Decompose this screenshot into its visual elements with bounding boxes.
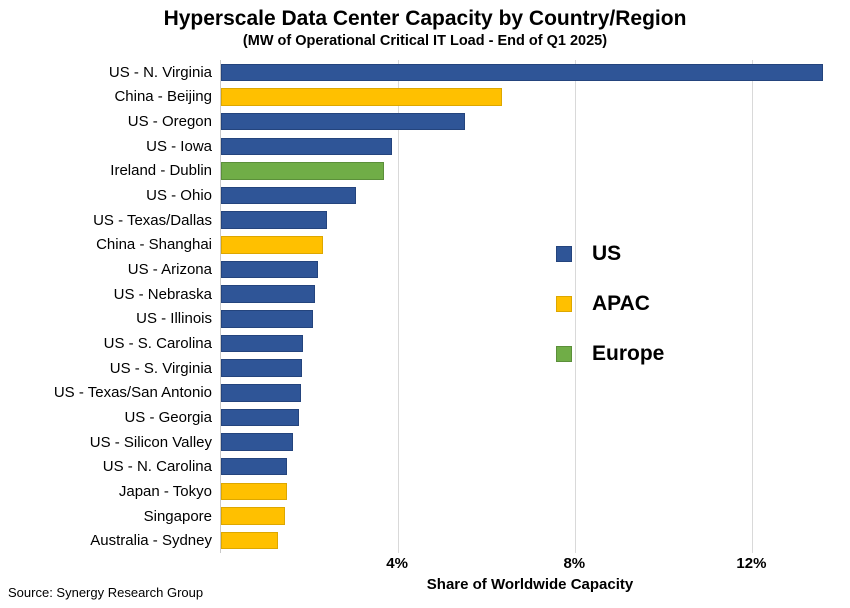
- x-tick-label-4pct: 4%: [386, 555, 408, 572]
- bar-us-oregon: [221, 112, 465, 131]
- category-label-us-illinois: US - Illinois: [136, 310, 212, 328]
- bar-us-illinois: [221, 310, 313, 328]
- legend-swatch-apac: [556, 296, 572, 312]
- category-label-us-s-virginia: US - S. Virginia: [109, 359, 212, 377]
- gridline-4pct: [398, 60, 400, 553]
- bar-japan-tokyo: [221, 482, 288, 501]
- category-label-us-iowa: US - Iowa: [146, 137, 212, 155]
- legend: US APAC Europe: [556, 240, 664, 390]
- bar-us-silicon-valley: [221, 433, 293, 451]
- bar-us-texas-dallas: [221, 211, 328, 229]
- gridline-12pct: [752, 60, 754, 553]
- category-label-us-texas-san-antonio: US - Texas/San Antonio: [53, 384, 212, 402]
- bar-us-nebraska: [221, 285, 315, 303]
- legend-label-apac: APAC: [592, 292, 650, 315]
- category-label-australia-sydney: Australia - Sydney: [90, 532, 212, 550]
- bar-singapore: [221, 507, 286, 525]
- bar-us-n-virginia: [221, 63, 824, 82]
- x-axis-tick-labels: 4% 8% 12%: [220, 555, 840, 573]
- category-label-us-silicon-valley: US - Silicon Valley: [89, 433, 212, 451]
- y-axis-category-labels: US - N. Virginia China - Beijing US - Oreg…: [0, 60, 212, 553]
- category-label-japan-tokyo: Japan - Tokyo: [118, 482, 212, 500]
- category-label-us-texas-dallas: US - Texas/Dallas: [93, 211, 212, 229]
- plot-area: [220, 60, 841, 553]
- category-label-us-arizona: US - Arizona: [127, 261, 212, 278]
- bar-us-s-carolina: [221, 334, 303, 353]
- bar-us-ohio: [221, 186, 357, 205]
- category-label-us-n-carolina: US - N. Carolina: [102, 458, 212, 476]
- category-label-us-oregon: US - Oregon: [127, 113, 212, 131]
- category-label-china-beijing: China - Beijing: [114, 88, 212, 106]
- legend-swatch-us: [556, 246, 572, 262]
- legend-item-us: US: [556, 240, 664, 268]
- bar-china-shanghai: [221, 236, 323, 254]
- bar-ireland-dublin: [221, 162, 384, 180]
- bar-australia-sydney: [221, 531, 278, 550]
- legend-label-us: US: [592, 242, 622, 265]
- bar-us-s-virginia: [221, 359, 302, 377]
- gridline-8pct: [575, 60, 577, 553]
- chart-subtitle: (MW of Operational Critical IT Load - En…: [242, 33, 608, 49]
- x-tick-label-8pct: 8%: [563, 555, 586, 572]
- category-label-us-n-virginia: US - N. Virginia: [108, 63, 212, 81]
- bar-us-iowa: [221, 137, 392, 156]
- bar-us-georgia: [221, 408, 299, 427]
- legend-label-europe: Europe: [592, 342, 665, 365]
- legend-item-europe: Europe: [556, 340, 664, 368]
- category-label-us-georgia: US - Georgia: [124, 408, 212, 426]
- category-label-ireland-dublin: Ireland - Dublin: [110, 162, 212, 180]
- category-label-china-shanghai: China - Shanghai: [96, 236, 212, 254]
- x-tick-label-12pct: 12%: [736, 555, 767, 572]
- chart-title: Hyperscale Data Center Capacity by Count…: [163, 7, 687, 30]
- category-label-us-nebraska: US - Nebraska: [113, 285, 212, 303]
- bar-us-texas-san-antonio: [221, 384, 301, 402]
- category-label-us-ohio: US - Ohio: [146, 187, 212, 205]
- legend-item-apac: APAC: [556, 290, 664, 318]
- legend-swatch-europe: [556, 346, 572, 362]
- bar-us-n-carolina: [221, 457, 288, 476]
- x-axis-title: Share of Worldwide Capacity: [426, 576, 634, 593]
- category-label-singapore: Singapore: [143, 507, 212, 525]
- bar-us-arizona: [221, 260, 319, 279]
- bar-china-beijing: [221, 88, 503, 106]
- source-note: Source: Synergy Research Group: [8, 585, 204, 600]
- category-label-us-s-carolina: US - S. Carolina: [103, 334, 212, 352]
